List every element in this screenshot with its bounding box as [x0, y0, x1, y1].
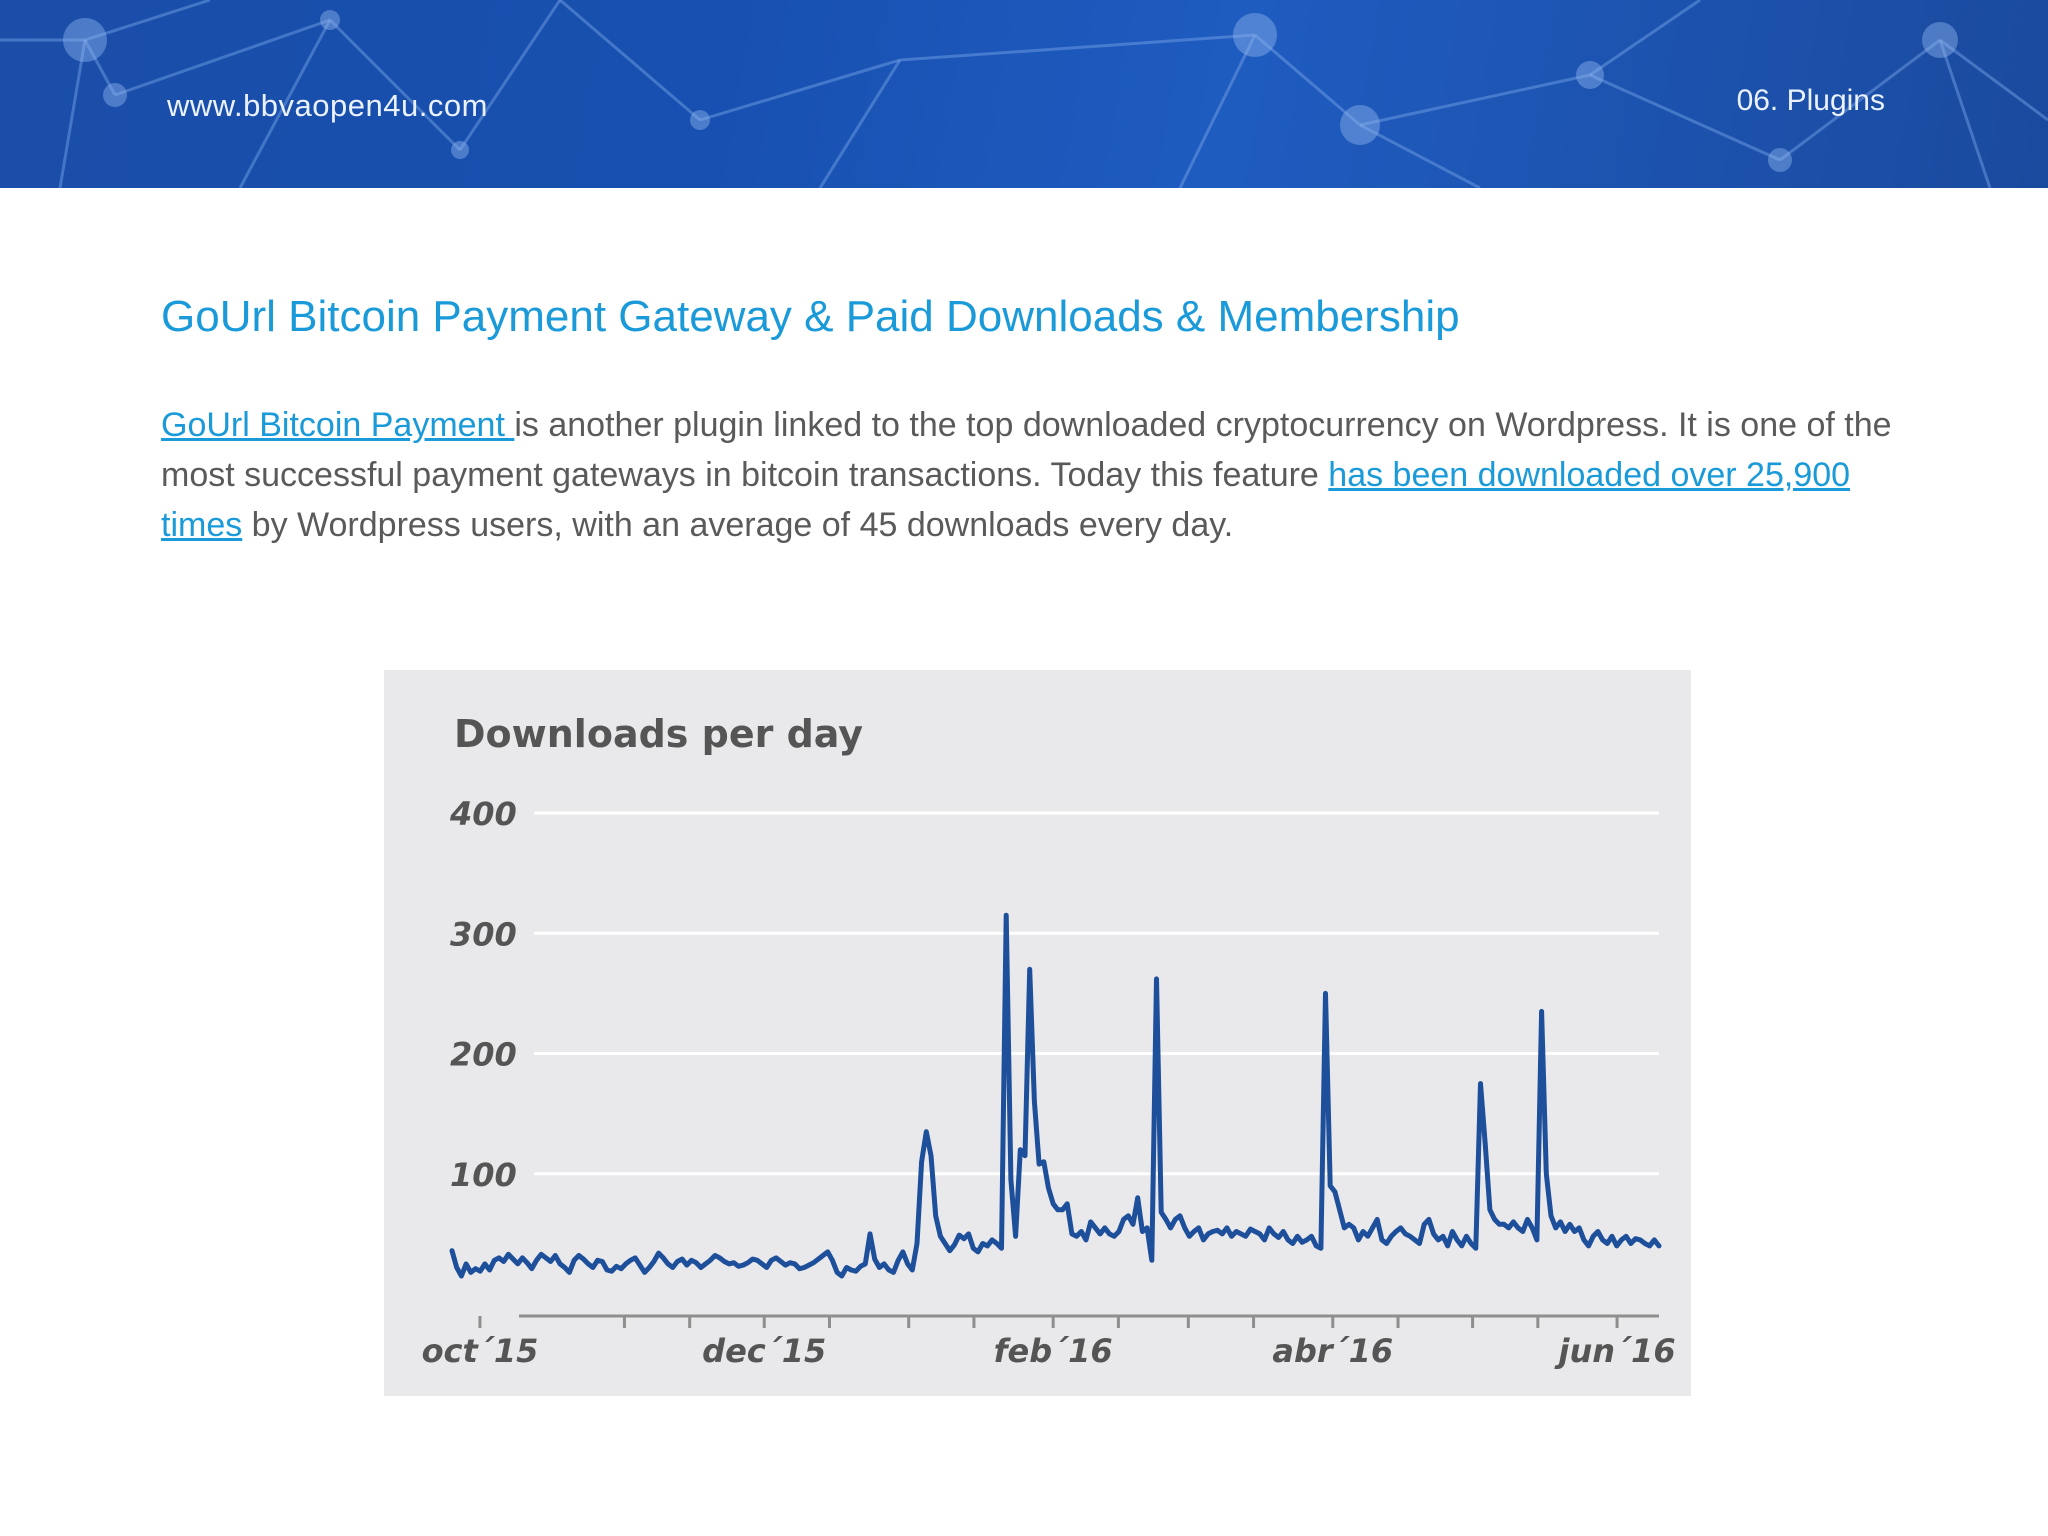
- x-tick-label: jun´16: [1554, 1332, 1676, 1370]
- network-pattern-icon: [0, 0, 2048, 188]
- downloads-chart: Downloads per day 400 300 200 100 oct´15 dec´…: [384, 670, 1691, 1396]
- site-url[interactable]: www.bbvaopen4u.com: [167, 88, 488, 123]
- x-tick-label: abr´16: [1272, 1332, 1393, 1370]
- x-tick-label: dec´15: [702, 1332, 826, 1370]
- paragraph-text-1: is another plugin linked to the top down…: [161, 406, 1892, 494]
- section-label: 06. Plugins: [1736, 84, 1885, 117]
- downloads-link[interactable]: has been downloaded over 25,900 times: [161, 456, 1851, 544]
- plugin-link[interactable]: GoUrl Bitcoin Payment: [161, 406, 515, 444]
- y-tick-label: 200: [450, 1036, 517, 1074]
- series-line: [449, 912, 1662, 1279]
- y-tick-label: 300: [450, 915, 517, 953]
- y-tick-label: 100: [450, 1156, 517, 1194]
- x-tick-label: feb´16: [994, 1332, 1113, 1370]
- chart-canvas: 400 300 200 100 oct´15 dec´15 feb´16 abr´16 jun´…: [422, 795, 1676, 1370]
- header-banner: www.bbvaopen4u.com 06. Plugins: [0, 0, 2048, 188]
- page-title: GoUrl Bitcoin Payment Gateway & Paid Dow…: [161, 292, 1460, 341]
- article-paragraph: GoUrl Bitcoin Payment is another plugin …: [161, 400, 1901, 550]
- chart-title: Downloads per day: [454, 712, 864, 756]
- paragraph-text-2: by Wordpress users, with an average of 4…: [242, 506, 1234, 544]
- y-tick-label: 400: [449, 795, 517, 833]
- x-tick-label: oct´15: [422, 1332, 539, 1370]
